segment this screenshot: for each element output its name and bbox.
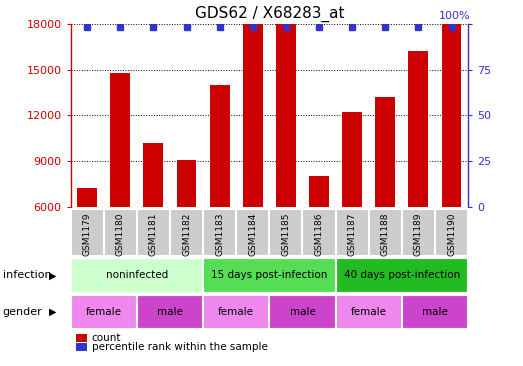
Text: GSM1181: GSM1181 [149, 212, 158, 256]
Text: percentile rank within the sample: percentile rank within the sample [92, 342, 267, 352]
Bar [376, 97, 395, 207]
Bar [402, 295, 468, 329]
Text: male: male [157, 307, 183, 317]
Bar [269, 295, 336, 329]
Text: gender: gender [3, 307, 42, 317]
Text: noninfected: noninfected [106, 270, 168, 280]
Text: 100%: 100% [439, 11, 471, 21]
Text: GSM1190: GSM1190 [447, 212, 456, 256]
Text: ▶: ▶ [49, 270, 56, 280]
Bar [210, 85, 230, 207]
Bar [336, 258, 468, 293]
Text: GSM1184: GSM1184 [248, 212, 257, 256]
Bar [441, 24, 461, 207]
Bar [203, 258, 336, 293]
Text: GSM1179: GSM1179 [83, 212, 92, 256]
Text: infection: infection [3, 270, 51, 280]
Bar [408, 51, 428, 207]
Text: 40 days post-infection: 40 days post-infection [344, 270, 460, 280]
Text: count: count [92, 333, 121, 343]
Text: male: male [422, 307, 448, 317]
Text: female: female [218, 307, 254, 317]
Bar [243, 24, 263, 207]
Text: GSM1189: GSM1189 [414, 212, 423, 256]
Bar [143, 143, 163, 207]
Bar [309, 176, 329, 207]
Bar [77, 188, 97, 207]
Text: GSM1183: GSM1183 [215, 212, 224, 256]
Bar [336, 295, 402, 329]
Bar [203, 295, 269, 329]
Text: GSM1187: GSM1187 [348, 212, 357, 256]
Text: GSM1182: GSM1182 [182, 212, 191, 256]
Bar [137, 295, 203, 329]
Bar [71, 258, 203, 293]
Text: male: male [290, 307, 315, 317]
Bar [71, 295, 137, 329]
Bar [177, 160, 197, 207]
Bar [276, 24, 296, 207]
Text: GSM1188: GSM1188 [381, 212, 390, 256]
Bar [110, 72, 130, 207]
Text: GSM1185: GSM1185 [281, 212, 290, 256]
Text: GSM1180: GSM1180 [116, 212, 125, 256]
Bar [342, 112, 362, 207]
Text: 15 days post-infection: 15 days post-infection [211, 270, 327, 280]
Text: ▶: ▶ [49, 307, 56, 317]
Text: GSM1186: GSM1186 [314, 212, 324, 256]
Text: female: female [351, 307, 386, 317]
Text: female: female [86, 307, 122, 317]
Title: GDS62 / X68283_at: GDS62 / X68283_at [195, 6, 344, 22]
